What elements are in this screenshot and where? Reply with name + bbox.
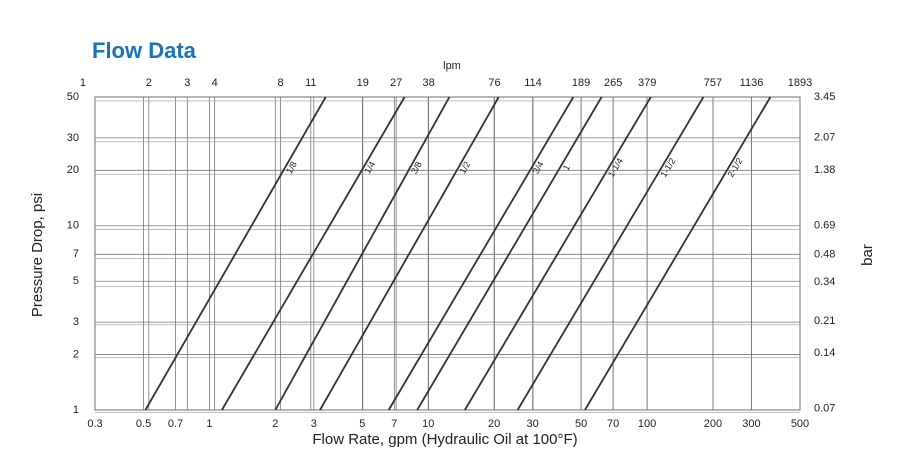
y2-tick-label: 0.14 [814, 347, 835, 359]
x2-tick-label: 1893 [788, 77, 812, 89]
x-tick-label: 10 [422, 418, 434, 430]
y-tick-label: 50 [67, 91, 79, 103]
x2-tick-label: 19 [357, 77, 369, 89]
x-tick-label: 100 [638, 418, 656, 430]
x-axis-label: Flow Rate, gpm (Hydraulic Oil at 100°F) [312, 431, 577, 448]
y-tick-label: 10 [67, 220, 79, 232]
y2-tick-label: 0.07 [814, 403, 835, 415]
x-tick-label: 2 [272, 418, 278, 430]
y2-tick-label: 0.21 [814, 315, 835, 327]
series-label: 1/4 [362, 160, 377, 176]
x-tick-label: 5 [359, 418, 365, 430]
y2-tick-label: 2.07 [814, 132, 835, 144]
series-label: 1 [561, 163, 572, 172]
x2-tick-label: 757 [704, 77, 722, 89]
series-line [144, 96, 327, 411]
y-axis-label: Pressure Drop, psi [29, 193, 46, 317]
x2-tick-label: 38 [422, 77, 434, 89]
x-tick-label: 1 [206, 418, 212, 430]
y2-tick-label: 0.34 [814, 276, 835, 288]
x2-tick-label: 8 [277, 77, 283, 89]
series-label: 2-1/2 [726, 156, 745, 179]
x-tick-label: 20 [488, 418, 500, 430]
x-tick-label: 0.7 [168, 418, 183, 430]
series-line [387, 96, 575, 411]
x-tick-label: 300 [742, 418, 760, 430]
y-tick-label: 1 [73, 404, 79, 416]
series-label: 1-1/2 [658, 156, 677, 179]
series-line [319, 96, 500, 411]
x2-tick-label: 1 [80, 77, 86, 89]
x-tick-label: 0.3 [87, 418, 102, 430]
series-label: 1/8 [284, 160, 299, 176]
x2-tick-label: 1136 [740, 77, 764, 89]
y-tick-label: 3 [73, 316, 79, 328]
plot-frame [94, 96, 801, 411]
series-line [221, 96, 406, 411]
y-tick-label: 2 [73, 348, 79, 360]
x2-tick-label: 3 [184, 77, 190, 89]
series-label: 3/8 [409, 160, 424, 176]
x-tick-label: 0.5 [136, 418, 151, 430]
x2-axis-label: lpm [443, 60, 461, 72]
x-tick-label: 70 [607, 418, 619, 430]
x-tick-label: 200 [704, 418, 722, 430]
series-line [464, 96, 652, 411]
y2-tick-label: 0.48 [814, 249, 835, 261]
series-line [274, 96, 451, 411]
x-tick-label: 7 [391, 418, 397, 430]
x2-tick-label: 76 [488, 77, 500, 89]
x2-tick-label: 189 [572, 77, 590, 89]
series-line [416, 96, 603, 411]
y2-tick-label: 1.38 [814, 164, 835, 176]
x2-tick-label: 265 [604, 77, 622, 89]
x2-tick-label: 2 [146, 77, 152, 89]
y2-tick-label: 0.69 [814, 220, 835, 232]
y-tick-label: 30 [67, 132, 79, 144]
x-tick-label: 50 [575, 418, 587, 430]
x2-tick-label: 379 [638, 77, 656, 89]
series-label: 1-1/4 [606, 156, 625, 179]
x-tick-label: 3 [311, 418, 317, 430]
x2-tick-label: 4 [212, 77, 218, 89]
y-tick-label: 5 [73, 275, 79, 287]
x2-tick-label: 11 [305, 77, 316, 89]
y-tick-label: 7 [73, 248, 79, 260]
x-tick-label: 500 [791, 418, 809, 430]
series-line [516, 96, 705, 411]
x2-tick-label: 27 [390, 77, 402, 89]
x-tick-label: 30 [527, 418, 539, 430]
y2-axis-label: bar [859, 244, 876, 266]
series-line [584, 96, 772, 411]
y-tick-label: 20 [67, 164, 79, 176]
series-label: 1/2 [457, 160, 472, 176]
chart-title: Flow Data [92, 38, 197, 63]
y2-tick-label: 3.45 [814, 91, 835, 103]
x2-tick-label: 114 [524, 77, 542, 89]
